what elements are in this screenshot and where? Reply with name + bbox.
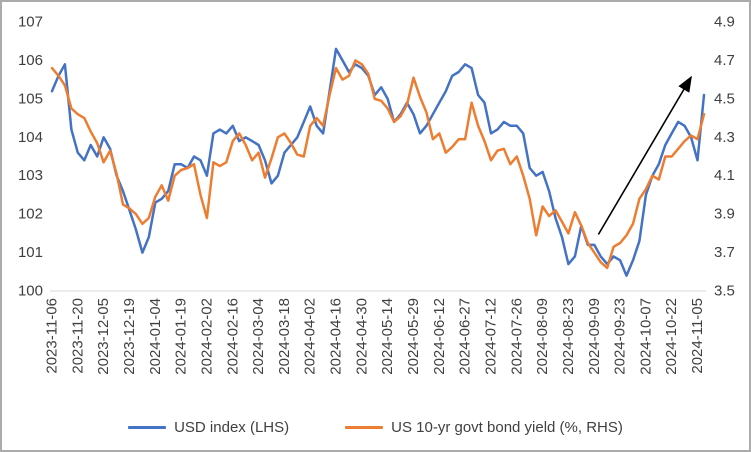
legend-item-usd-index: USD index (LHS)	[128, 419, 289, 436]
x-axis-tick-label: 2024-04-16	[328, 298, 345, 375]
legend-label-usd-index: USD index (LHS)	[174, 419, 290, 436]
x-axis-tick-label: 2024-02-16	[224, 298, 241, 375]
y-axis-left-tick-label: 102	[18, 206, 43, 223]
y-axis-left-tick-label: 101	[18, 244, 43, 261]
x-axis-tick-label: 2024-08-09	[534, 298, 551, 375]
usd-index-line-swatch	[128, 426, 167, 429]
y-axis-left-tick-label: 107	[18, 14, 43, 31]
annotation-layer	[597, 75, 692, 235]
y-axis-right-tick-label: 3.7	[714, 244, 735, 261]
chart-legend: USD index (LHS) US 10-yr govt bond yield…	[2, 419, 749, 436]
x-axis-tick-label: 2024-04-02	[302, 298, 319, 375]
x-axis-tick-label: 2023-11-06	[44, 298, 61, 374]
x-axis-tick-label: 2023-12-19	[121, 298, 138, 375]
x-axis-tick-label: 2024-05-14	[379, 298, 396, 375]
x-axis-tick-label: 2024-01-04	[147, 298, 164, 375]
axes-layer: 100 101 102 103 104 105 106 107 3.5 3.7 3.9 4.1 4.3 4…	[18, 14, 735, 375]
y-axis-right-tick-label: 3.5	[714, 283, 735, 300]
y-axis-right-tick-label: 4.3	[714, 129, 735, 146]
x-axis-tick-label: 2023-12-05	[95, 298, 112, 375]
legend-label-bond-yield: US 10-yr govt bond yield (%, RHS)	[391, 419, 623, 436]
x-axis-tick-label: 2024-11-05	[689, 298, 706, 374]
y-axis-left-tick-label: 105	[18, 90, 43, 107]
x-axis-tick-label: 2024-03-04	[250, 298, 267, 375]
x-axis-tick-label: 2024-04-30	[353, 298, 370, 375]
x-axis-tick-label: 2024-06-12	[431, 298, 448, 375]
y-axis-right-tick-label: 4.7	[714, 52, 735, 69]
x-axis-tick-label: 2024-06-27	[457, 298, 474, 375]
x-axis-tick-label: 2024-10-07	[637, 298, 654, 375]
y-axis-right-tick-label: 4.5	[714, 90, 735, 107]
x-axis-tick-label: 2024-09-23	[612, 298, 629, 375]
y-axis-right-tick-label: 3.9	[714, 206, 735, 223]
legend-item-bond-yield: US 10-yr govt bond yield (%, RHS)	[345, 419, 623, 436]
series-layer	[50, 47, 706, 277]
y-axis-left-tick-label: 106	[18, 52, 43, 69]
series-line-usd-index	[50, 47, 706, 277]
x-axis-tick-label: 2024-05-29	[405, 298, 422, 375]
x-axis-tick-label: 2024-07-26	[508, 298, 525, 375]
x-axis-tick-label: 2024-09-09	[586, 298, 603, 375]
bond-yield-line-swatch	[345, 426, 384, 429]
series-line-bond-yield	[50, 59, 706, 270]
y-axis-left-tick-label: 103	[18, 167, 43, 184]
y-axis-right-tick-label: 4.1	[714, 167, 735, 184]
y-axis-right-tick-label: 4.9	[714, 14, 735, 31]
x-axis-tick-label: 2024-03-18	[276, 298, 293, 375]
x-axis-tick-label: 2024-02-02	[198, 298, 215, 375]
x-axis-tick-label: 2024-10-22	[663, 298, 680, 375]
x-axis-tick-label: 2024-08-23	[560, 298, 577, 375]
y-axis-left-tick-label: 100	[18, 283, 43, 300]
x-axis-tick-label: 2024-01-19	[173, 298, 190, 375]
y-axis-left-tick-label: 104	[18, 129, 43, 146]
x-axis-tick-label: 2024-07-12	[482, 298, 499, 375]
trend-arrow	[597, 75, 692, 235]
x-axis-tick-label: 2023-11-20	[69, 298, 86, 374]
